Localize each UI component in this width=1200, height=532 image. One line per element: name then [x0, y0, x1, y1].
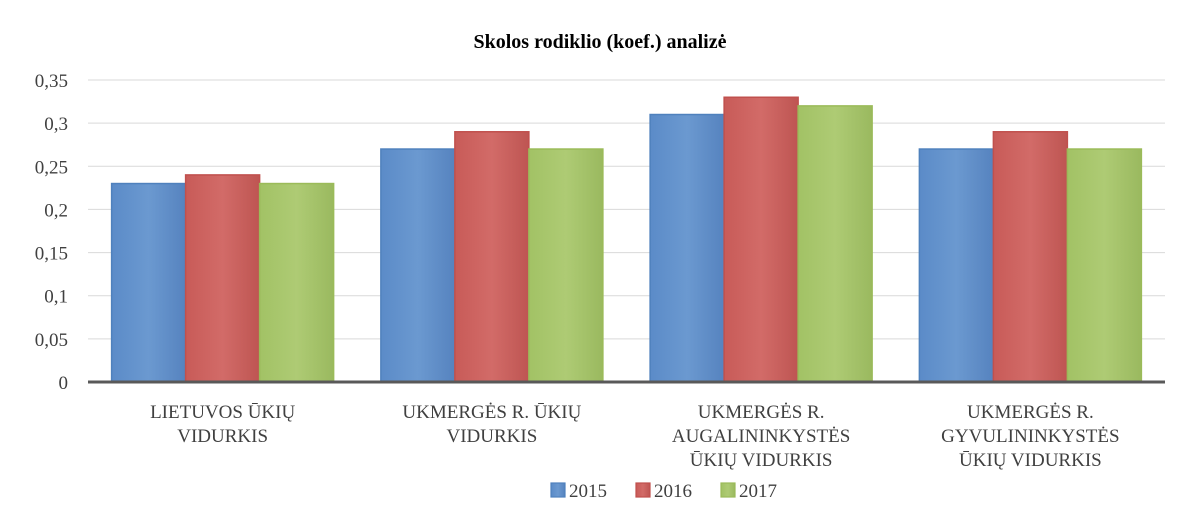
bar-2016-1 [454, 131, 530, 383]
bar-2017-0 [258, 182, 335, 383]
x-category-label: LIETUVOS ŪKIŲ VIDURKIS [150, 402, 295, 447]
legend-label-2017: 2017 [739, 481, 777, 502]
bar-2016-2 [723, 96, 799, 383]
y-tick-label: 0 [59, 373, 69, 394]
y-tick-label: 0,3 [44, 114, 68, 135]
y-axis-ticks: 0 0,05 0,1 0,15 0,2 0,25 0,3 0,35 [35, 71, 68, 394]
bar-2017-2 [797, 105, 873, 383]
bar-2017-1 [528, 148, 604, 383]
x-axis-categories: LIETUVOS ŪKIŲ VIDURKIS UKMERGĖS R. ŪKIŲ VID… [150, 402, 1120, 471]
y-tick-label: 0,25 [35, 157, 68, 178]
bar-2015-3 [918, 148, 995, 383]
legend-swatch-2015 [550, 482, 566, 498]
bar-2015-1 [380, 148, 456, 383]
legend-label-2015: 2015 [569, 481, 607, 502]
y-tick-label: 0,15 [35, 244, 68, 265]
y-tick-label: 0,05 [35, 330, 68, 351]
legend-swatch-2017 [720, 482, 736, 498]
bars [110, 96, 1143, 383]
bar-2016-0 [184, 174, 261, 383]
legend: 2015 2016 2017 [550, 481, 777, 502]
legend-label-2016: 2016 [654, 481, 692, 502]
bar-2015-0 [110, 182, 187, 383]
chart-title: Skolos rodiklio (koef.) analizė [474, 31, 727, 53]
y-tick-label: 0,35 [35, 71, 68, 92]
bar-2016-3 [992, 131, 1069, 383]
legend-swatch-2016 [635, 482, 651, 498]
bar-2017-3 [1066, 148, 1143, 383]
x-category-label: UKMERGĖS R. ŪKIŲ VIDURKIS [402, 402, 581, 447]
y-tick-label: 0,1 [44, 287, 68, 308]
x-category-label: UKMERGĖS R. AUGALININKYSTĖS ŪKIŲ VIDURKIS [672, 402, 850, 471]
bar-2015-2 [649, 113, 725, 383]
y-tick-label: 0,2 [44, 200, 68, 221]
x-category-label: UKMERGĖS R. GYVULININKYSTĖS ŪKIŲ VIDURKIS [941, 402, 1119, 471]
